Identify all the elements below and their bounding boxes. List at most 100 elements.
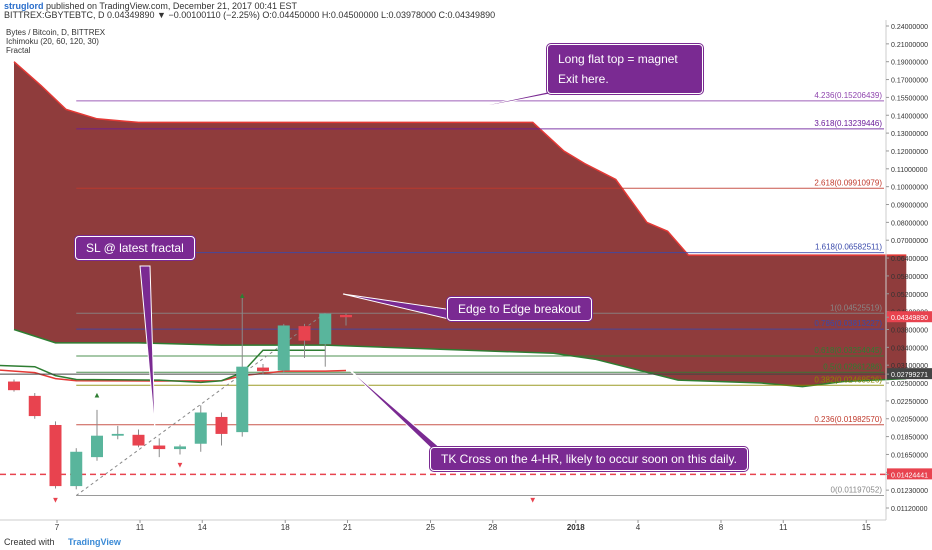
candle-11[interactable] xyxy=(236,366,249,433)
fractal-arrow-2: ▼ xyxy=(176,460,184,469)
fib-label-9: 0.236(0.01982570) xyxy=(814,415,882,424)
senkou-span-a xyxy=(13,61,907,256)
fib-label-1: 3.618(0.13239446) xyxy=(814,119,882,128)
y-tick-23: 0.02250000 xyxy=(891,399,928,406)
symbol-ohlc-line: BITTREX:GBYTEBTC, D 0.04349890 ▼ −0.0010… xyxy=(4,10,496,20)
y-tick-8: 0.11000000 xyxy=(891,167,928,174)
candle-5[interactable] xyxy=(111,433,124,436)
y-tick-19: 0.03400000 xyxy=(891,345,928,352)
candle-10[interactable] xyxy=(215,416,228,434)
fib-label-10: 0(0.01197052) xyxy=(831,485,883,494)
fib-label-6: 0.618(0.03254045) xyxy=(814,346,882,355)
candle-14[interactable] xyxy=(298,326,311,341)
candle-3[interactable] xyxy=(70,451,83,487)
y-tick-2: 0.19000000 xyxy=(891,60,928,67)
y-tick-10: 0.09000000 xyxy=(891,203,928,210)
y-tick-9: 0.10000000 xyxy=(891,185,928,192)
candle-9[interactable] xyxy=(194,412,207,444)
x-tick-9: 8 xyxy=(719,523,724,532)
fractal-arrow-4: ▼ xyxy=(529,495,537,504)
magnet-callout[interactable]: Long flat top = magnet Exit here. xyxy=(547,44,703,94)
x-tick-8: 4 xyxy=(636,523,641,532)
kijun-sen xyxy=(0,349,326,384)
price-chart[interactable]: 4.236(0.15206439) 3.618(0.13239446) 2.618(… xyxy=(0,20,932,534)
candle-13[interactable] xyxy=(277,325,290,371)
candle-16[interactable] xyxy=(340,314,352,318)
candle-7[interactable] xyxy=(153,445,166,450)
candle-8[interactable] xyxy=(174,446,186,450)
tradingview-logo[interactable]: TradingView xyxy=(68,537,121,547)
annotation-pointer-1 xyxy=(139,265,156,431)
publish-info: published on TradingView.com, December 2… xyxy=(46,1,298,11)
y-tick-0: 0.24000000 xyxy=(891,24,928,31)
y-tick-5: 0.14000000 xyxy=(891,113,928,120)
time-axis[interactable]: 7 11 14 18 21 25 28 2018 4 8 11 15 xyxy=(55,520,871,532)
candle-4[interactable] xyxy=(91,435,103,458)
x-tick-4: 21 xyxy=(343,523,352,532)
x-tick-5: 25 xyxy=(426,523,435,532)
y-tick-28: 0.01424441 xyxy=(891,472,928,479)
y-tick-25: 0.01850000 xyxy=(891,435,928,442)
y-tick-22: 0.02500000 xyxy=(891,381,928,388)
y-tick-26: 0.01650000 xyxy=(891,452,928,459)
y-tick-29: 0.01230000 xyxy=(891,488,928,495)
y-tick-11: 0.08000000 xyxy=(891,220,928,227)
fib-label-8: 0.382(0.02468526) xyxy=(814,375,882,384)
y-tick-15: 0.05200000 xyxy=(891,292,928,299)
fractal-arrow-3: ▲ xyxy=(238,291,246,300)
price-tag-17 xyxy=(887,311,932,323)
fib-label-4: 1(0.04525519) xyxy=(830,303,882,312)
senkou-span-b xyxy=(13,328,907,388)
fractal-arrow-0: ▲ xyxy=(93,391,101,400)
candle-12[interactable] xyxy=(257,367,269,372)
x-tick-3: 18 xyxy=(281,523,290,532)
ichimoku-legend[interactable]: Ichimoku (20, 60, 120, 30) xyxy=(6,37,99,46)
created-with-label: Created with xyxy=(4,537,55,547)
stop-loss-callout[interactable]: SL @ latest fractal xyxy=(75,236,195,260)
x-tick-6: 28 xyxy=(488,523,497,532)
y-tick-4: 0.15500000 xyxy=(891,95,928,102)
breakout-callout[interactable]: Edge to Edge breakout xyxy=(447,297,592,321)
y-tick-14: 0.05800000 xyxy=(891,274,928,281)
fractal-arrow-1: ▼ xyxy=(52,495,60,504)
y-tick-30: 0.01120000 xyxy=(891,506,928,513)
price-axis[interactable]: 0.24000000 0.21000000 0.19000000 0.17000000… xyxy=(886,24,932,513)
magnet-callout-text: Long flat top = magnet xyxy=(558,52,678,66)
y-tick-21: 0.02799271 xyxy=(891,372,928,379)
y-tick-13: 0.06400000 xyxy=(891,256,928,263)
fractal-legend[interactable]: Fractal xyxy=(6,46,31,55)
y-tick-24: 0.02050000 xyxy=(891,417,928,424)
x-tick-10: 11 xyxy=(779,523,788,532)
pane-title: Bytes / Bitcoin, D, BITTREX xyxy=(6,28,106,37)
exit-callout-text: Exit here. xyxy=(558,72,609,86)
y-tick-20: 0.03100000 xyxy=(891,363,928,370)
candle-15[interactable] xyxy=(319,313,332,345)
chart-header: struglord published on TradingView.com, … xyxy=(0,0,932,20)
footer: Created with TradingView xyxy=(0,534,932,550)
y-tick-1: 0.21000000 xyxy=(891,42,928,49)
candle-2[interactable] xyxy=(49,424,62,487)
candle-1[interactable] xyxy=(28,395,41,417)
fib-label-5: 0.786(0.03813227) xyxy=(814,319,882,328)
author-link[interactable]: struglord xyxy=(4,1,44,11)
x-tick-7: 2018 xyxy=(567,523,585,532)
y-tick-7: 0.12000000 xyxy=(891,149,928,156)
price-tag-21 xyxy=(887,368,932,380)
candle-6[interactable] xyxy=(132,434,145,446)
y-tick-3: 0.17000000 xyxy=(891,78,928,85)
tk-cross-callout[interactable]: TK Cross on the 4-HR, likely to occur so… xyxy=(430,447,748,471)
x-tick-11: 15 xyxy=(862,523,871,532)
x-tick-1: 11 xyxy=(136,523,145,532)
price-tag-28 xyxy=(887,468,932,480)
candles[interactable]: ▲ ▼ ▼ ▲ ▼ xyxy=(8,291,537,504)
fib-label-2: 2.618(0.09910979) xyxy=(814,178,882,187)
cloud-fill xyxy=(14,61,907,387)
y-tick-6: 0.13000000 xyxy=(891,131,928,138)
y-tick-12: 0.07000000 xyxy=(891,238,928,245)
fib-label-3: 1.618(0.06582511) xyxy=(815,243,882,252)
ichimoku-cloud xyxy=(13,61,907,388)
ichimoku-lines xyxy=(0,349,886,476)
x-tick-0: 7 xyxy=(55,523,60,532)
y-tick-18: 0.03800000 xyxy=(891,327,928,334)
candle-0[interactable] xyxy=(8,381,20,391)
